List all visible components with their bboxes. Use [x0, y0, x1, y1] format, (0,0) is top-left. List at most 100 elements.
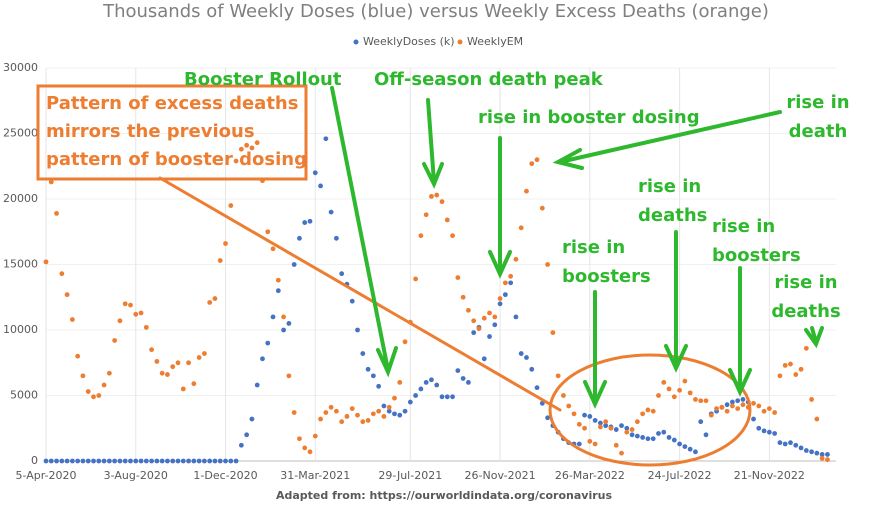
point	[613, 442, 619, 448]
point	[587, 414, 593, 419]
point	[587, 438, 593, 444]
point	[825, 452, 830, 457]
point	[650, 408, 656, 414]
point	[265, 229, 271, 235]
point	[212, 458, 218, 464]
point	[740, 397, 746, 402]
point	[619, 423, 624, 429]
annotation: Off-season death peak	[374, 69, 604, 90]
legend-marker	[353, 39, 359, 45]
point	[513, 256, 519, 262]
point	[576, 421, 582, 427]
point	[793, 442, 799, 448]
point	[349, 406, 355, 411]
point	[650, 436, 656, 442]
point	[96, 458, 102, 464]
point	[143, 324, 149, 330]
point	[54, 458, 59, 464]
point	[360, 419, 366, 425]
point	[788, 440, 793, 446]
annotation: deaths	[771, 301, 840, 322]
highlight-ellipse	[548, 353, 752, 467]
point	[592, 417, 598, 423]
point	[423, 380, 429, 385]
point	[43, 458, 49, 464]
point	[487, 310, 492, 316]
point	[492, 322, 498, 328]
point	[328, 404, 334, 410]
point	[228, 203, 234, 208]
y-tick-label: 25000	[3, 127, 38, 140]
point	[302, 220, 308, 225]
point	[312, 170, 318, 176]
point	[502, 292, 508, 298]
point	[117, 318, 123, 324]
point	[376, 383, 382, 389]
point	[756, 403, 762, 409]
point	[687, 390, 693, 396]
point	[238, 146, 244, 152]
point	[70, 458, 75, 464]
point	[170, 364, 176, 370]
point	[85, 389, 91, 394]
point	[814, 450, 820, 456]
point	[634, 419, 640, 425]
point	[196, 458, 202, 464]
point	[59, 458, 65, 464]
point	[217, 458, 223, 464]
point	[138, 458, 144, 464]
point	[545, 262, 550, 267]
point	[724, 408, 730, 414]
point	[608, 425, 614, 431]
point	[460, 376, 466, 381]
point	[798, 366, 804, 372]
point	[281, 314, 286, 320]
point	[175, 458, 181, 464]
point	[788, 361, 793, 367]
point	[634, 433, 640, 439]
point	[529, 366, 535, 372]
point	[460, 294, 466, 300]
point	[671, 394, 677, 400]
point	[761, 428, 767, 434]
point	[323, 410, 329, 415]
point	[175, 360, 181, 366]
point	[381, 403, 387, 409]
point	[238, 442, 244, 448]
point	[370, 373, 376, 379]
point	[270, 246, 276, 252]
point	[307, 449, 313, 455]
point	[798, 445, 804, 451]
point	[413, 393, 418, 398]
point	[766, 406, 772, 411]
point	[803, 345, 809, 351]
point	[75, 353, 81, 359]
point	[825, 457, 830, 463]
point	[629, 432, 635, 438]
point	[228, 458, 234, 464]
annotation: rise in	[562, 237, 625, 258]
point	[476, 326, 482, 332]
point	[624, 429, 630, 435]
point	[487, 334, 492, 339]
point	[782, 441, 788, 447]
point	[455, 368, 461, 374]
y-tick-label: 20000	[3, 192, 38, 205]
point	[180, 458, 186, 464]
point	[355, 327, 360, 333]
point	[466, 380, 471, 385]
annotation: Booster Rollout	[184, 69, 342, 90]
point	[502, 280, 508, 286]
point	[471, 318, 477, 324]
point	[730, 399, 735, 405]
point	[133, 458, 139, 464]
point	[481, 315, 487, 321]
y-tick-label: 0	[31, 454, 38, 467]
point	[191, 381, 197, 387]
point	[782, 362, 788, 368]
point	[159, 370, 165, 376]
x-tick-label: 3-Aug-2020	[104, 469, 168, 482]
point	[582, 425, 587, 431]
point	[661, 429, 667, 435]
